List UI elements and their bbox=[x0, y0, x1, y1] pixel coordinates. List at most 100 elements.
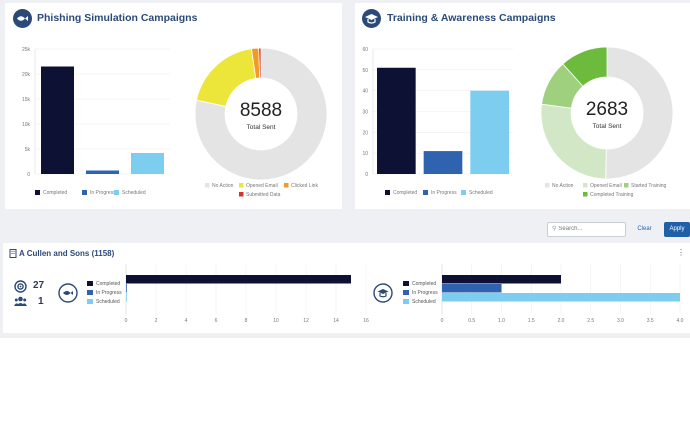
stat-users-value: 1 bbox=[38, 296, 44, 307]
clear-button[interactable]: Clear bbox=[637, 226, 652, 232]
phishing-donut-legend-swatch bbox=[239, 192, 244, 197]
org-training-legend-label: Completed bbox=[412, 280, 437, 287]
org-training-x-tick-label: 3.0 bbox=[617, 318, 624, 324]
more-options-icon[interactable]: ⋮ bbox=[677, 248, 685, 257]
training-bar bbox=[423, 151, 463, 174]
training-y-tick-label: 50 bbox=[362, 68, 368, 74]
org-training-hbar-chart: 0 0.5 1.0 1.5 2.0 2.5 3.0 3.5 4.0 bbox=[441, 264, 684, 324]
org-phishing-legend-swatch bbox=[87, 290, 93, 295]
phishing-donut-legend-label: No Action bbox=[212, 183, 234, 189]
phishing-bar bbox=[86, 170, 119, 174]
training-donut-legend-label: Started Training bbox=[631, 183, 667, 189]
org-training-bar bbox=[442, 293, 680, 302]
org-phishing-bar bbox=[126, 293, 127, 302]
training-legend-label: Completed bbox=[393, 190, 417, 196]
training-donut-legend-swatch bbox=[583, 192, 588, 197]
phishing-campaigns-card: Phishing Simulation Campaigns 0 5k 10k 15k 2… bbox=[5, 3, 342, 209]
org-phishing-x-tick-label: 12 bbox=[303, 318, 309, 324]
org-training-legend-item: Completed bbox=[403, 279, 438, 288]
org-phishing-x-tick-label: 10 bbox=[273, 318, 279, 324]
org-training-x-tick-label: 3.5 bbox=[647, 318, 654, 324]
org-training-legend-item: Scheduled bbox=[403, 297, 438, 306]
org-training-x-tick-label: 4.0 bbox=[677, 318, 684, 324]
phishing-legend-label: In Progress bbox=[90, 190, 116, 196]
phishing-legend-swatch bbox=[82, 190, 87, 195]
phishing-bar-chart: 0 5k 10k 15k 20k 25k Completed In Progress Sched… bbox=[22, 47, 170, 196]
training-donut-total: 2683 bbox=[586, 99, 628, 120]
org-training-x-tick-label: 0 bbox=[441, 318, 444, 324]
search-icon: ⚲ bbox=[552, 226, 557, 232]
org-training-legend-swatch bbox=[403, 281, 409, 286]
training-y-tick-label: 0 bbox=[365, 172, 368, 178]
training-donut-total-label: Total Sent bbox=[593, 123, 622, 130]
training-donut-legend-label: No Action bbox=[552, 183, 574, 189]
training-donut-slice bbox=[605, 46, 674, 180]
phishing-donut-total-label: Total Sent bbox=[247, 124, 276, 131]
org-training-x-tick-label: 2.5 bbox=[587, 318, 594, 324]
training-bar bbox=[377, 67, 416, 174]
training-donut-legend-swatch bbox=[545, 183, 550, 188]
phishing-y-tick-label: 10k bbox=[22, 122, 31, 128]
training-legend-label: Scheduled bbox=[469, 190, 493, 196]
org-phishing-x-tick-label: 8 bbox=[245, 318, 248, 324]
org-phishing-legend-label: In Progress bbox=[96, 289, 122, 296]
training-donut-legend-swatch bbox=[583, 183, 588, 188]
org-phishing-legend-item: In Progress bbox=[87, 288, 122, 297]
org-phishing-hbar-chart: 0 2 4 6 8 10 12 14 16 bbox=[125, 264, 369, 324]
training-y-tick-label: 60 bbox=[362, 47, 368, 53]
phishing-donut-legend-swatch bbox=[205, 183, 210, 188]
training-donut-slice bbox=[562, 46, 608, 87]
org-training-x-tick-label: 2.0 bbox=[558, 318, 565, 324]
training-donut-legend-swatch bbox=[624, 183, 629, 188]
org-phishing-legend-swatch bbox=[87, 281, 93, 286]
org-training-legend-item: In Progress bbox=[403, 288, 438, 297]
org-phishing-x-tick-label: 16 bbox=[363, 318, 369, 324]
training-y-tick-label: 30 bbox=[362, 110, 368, 116]
phishing-legend-label: Completed bbox=[43, 190, 67, 196]
phishing-donut-legend-swatch bbox=[239, 183, 244, 188]
org-phishing-legend-item: Scheduled bbox=[87, 297, 122, 306]
org-phishing-x-tick-label: 6 bbox=[215, 318, 218, 324]
phishing-y-tick-label: 5k bbox=[25, 147, 31, 153]
training-y-tick-label: 40 bbox=[362, 89, 368, 95]
users-icon bbox=[14, 296, 27, 306]
org-phishing-legend: Completed In Progress Scheduled bbox=[87, 279, 122, 306]
training-bar-chart: 0 10 20 30 40 50 60 Completed In Progress Schedul… bbox=[362, 47, 513, 196]
phishing-donut-slice bbox=[258, 47, 262, 79]
phishing-donut-chart: 8588 Total Sent No Action Opened Email Click… bbox=[194, 47, 328, 198]
org-phishing-icon bbox=[58, 283, 78, 303]
phishing-bar bbox=[131, 153, 164, 174]
organization-name: A Cullen and Sons (1158) bbox=[19, 249, 115, 258]
training-donut-legend-label: Completed Training bbox=[590, 192, 634, 198]
org-phishing-bar bbox=[126, 284, 127, 293]
org-training-legend-label: Scheduled bbox=[412, 298, 436, 305]
phishing-y-tick-label: 0 bbox=[27, 172, 30, 178]
phishing-donut-legend-label: Opened Email bbox=[246, 183, 278, 189]
training-donut-chart: 2683 Total Sent No Action Opened Email Start… bbox=[540, 46, 674, 198]
org-phishing-x-tick-label: 14 bbox=[333, 318, 339, 324]
search-field[interactable]: ⚲ bbox=[547, 222, 626, 237]
org-training-bar bbox=[442, 275, 561, 284]
org-training-bar bbox=[442, 284, 502, 293]
org-training-legend-swatch bbox=[403, 290, 409, 295]
training-graduate-icon bbox=[362, 9, 381, 28]
org-phishing-legend-item: Completed bbox=[87, 279, 122, 288]
org-training-x-tick-label: 1.0 bbox=[498, 318, 505, 324]
training-campaigns-card: Training & Awareness Campaigns 0 10 20 30 40… bbox=[355, 3, 690, 209]
org-training-legend-label: In Progress bbox=[412, 289, 438, 296]
org-training-legend-swatch bbox=[403, 299, 409, 304]
phishing-donut-legend-swatch bbox=[284, 183, 289, 188]
phishing-y-tick-label: 25k bbox=[22, 47, 31, 53]
apply-button[interactable]: Apply bbox=[664, 222, 690, 237]
phishing-fish-icon bbox=[13, 9, 32, 28]
stat-targets-value: 27 bbox=[33, 280, 45, 291]
phishing-donut-legend-label: Submitted Data bbox=[246, 192, 281, 198]
org-training-x-tick-label: 0.5 bbox=[468, 318, 475, 324]
org-training-x-tick-label: 1.5 bbox=[528, 318, 535, 324]
phishing-legend-swatch bbox=[114, 190, 119, 195]
phishing-card-title: Phishing Simulation Campaigns bbox=[37, 12, 198, 24]
search-input[interactable] bbox=[558, 226, 617, 232]
phishing-donut-legend-label: Clicked Link bbox=[291, 183, 318, 189]
phishing-donut-slice bbox=[194, 47, 328, 181]
org-training-legend: Completed In Progress Scheduled bbox=[403, 279, 438, 306]
